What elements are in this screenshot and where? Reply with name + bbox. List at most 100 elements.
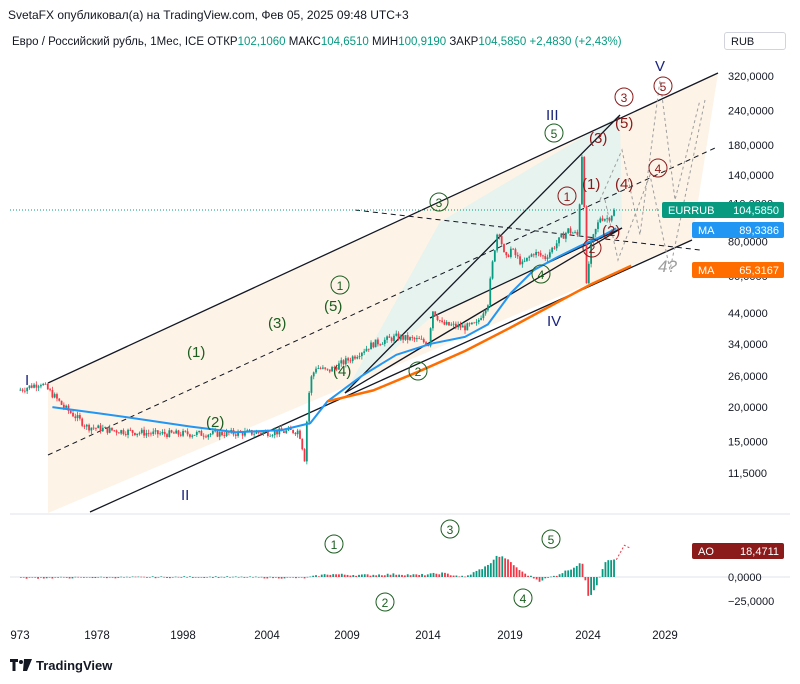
candle-body (253, 433, 256, 435)
ao-bar (48, 577, 51, 578)
ao-bar (358, 574, 360, 577)
ao-bar (360, 574, 363, 577)
wave-circle-red-5: 5 (653, 76, 673, 96)
ao-bar (163, 576, 166, 578)
ao-bar (274, 577, 277, 578)
candle-body (514, 249, 517, 256)
ao-bar (541, 577, 544, 581)
candle-body (95, 427, 97, 429)
ao-bar (323, 574, 326, 577)
candle-body (354, 356, 356, 359)
ao-bar (435, 573, 438, 577)
ao-bar (449, 575, 452, 577)
candle-body (113, 430, 116, 432)
candle-body (53, 394, 56, 398)
ao-bar (77, 576, 80, 578)
candle-body (587, 263, 590, 284)
ao-bar (458, 576, 461, 578)
ao-bar (88, 577, 91, 578)
candle-body (172, 432, 175, 434)
ao-bar (57, 577, 60, 578)
candle-body (535, 252, 537, 256)
time-tick-label: 1978 (84, 630, 110, 642)
instrument-name[interactable]: Евро / Российский рубль, 1Мес, ICE (12, 36, 205, 48)
ao-bar (19, 577, 22, 578)
candle-body (551, 247, 554, 253)
candle-body (92, 427, 95, 429)
candle-body (42, 383, 45, 386)
ao-bar (475, 570, 478, 577)
ao-bar (381, 575, 383, 577)
ao-bar (312, 575, 315, 577)
candle-body (182, 430, 184, 436)
candle-body (319, 368, 322, 369)
candle-body (599, 218, 602, 223)
ao-circle-4: 4 (513, 588, 533, 608)
candle-body (317, 368, 320, 369)
wave-label-red-p4: (4) (615, 176, 633, 193)
candle-body (505, 252, 508, 256)
candle-body (241, 432, 244, 436)
ao-bar (134, 576, 137, 578)
ao-bar (555, 575, 558, 577)
candle-body (452, 323, 455, 325)
candle-body (51, 390, 54, 398)
price-tick-label: 80,0000 (728, 237, 768, 249)
ao-circle-1: 1 (324, 534, 344, 554)
ao-bar (257, 577, 260, 578)
tradingview-brand: TradingView (36, 658, 113, 673)
candle-body (101, 427, 104, 432)
ao-bar (237, 577, 240, 578)
time-axis[interactable]: 973 1978 1998 2004 2009 2014 2019 2024 2029 (10, 630, 677, 642)
candle-body (255, 431, 258, 434)
ao-bar (209, 576, 211, 578)
candle-body (402, 335, 405, 340)
ao-bar (166, 577, 168, 579)
time-tick-label: 2024 (575, 630, 601, 642)
candle-body (480, 318, 482, 320)
svg-text:3: 3 (621, 91, 628, 105)
candle-body (299, 430, 301, 439)
candle-body (273, 430, 276, 436)
candle-body (342, 360, 345, 365)
ao-bar (575, 566, 578, 577)
candle-body (150, 433, 152, 435)
ao-bar (100, 576, 103, 578)
tradingview-footer[interactable]: TradingView (10, 658, 112, 673)
close-value: 104,5850 (478, 36, 527, 48)
candle-body (448, 322, 450, 326)
candle-body (200, 430, 203, 436)
ao-bar (601, 569, 604, 577)
ao-bar (177, 576, 180, 578)
candle-body (578, 204, 581, 235)
ao-bar (532, 577, 535, 579)
ao-bar (335, 574, 337, 577)
currency-button[interactable]: RUB (724, 32, 786, 50)
candle-body (542, 255, 544, 257)
candle-body (390, 337, 393, 341)
candle-body (383, 339, 386, 344)
ao-bar (598, 576, 601, 578)
candle-body (576, 231, 579, 235)
candle-body (276, 430, 278, 435)
ao-bar (320, 574, 323, 577)
ao-bar (521, 571, 524, 577)
publish-line: SvetaFX опубликовал(а) на TradingView.co… (8, 8, 409, 22)
candle-body (143, 429, 145, 436)
wave-label-V: V (655, 58, 665, 75)
ao-bar (446, 573, 449, 577)
candle-body (610, 215, 613, 221)
ao-bar (478, 569, 481, 577)
candle-body (207, 434, 210, 438)
candle-body (548, 252, 551, 258)
candle-body (377, 339, 379, 345)
candle-body (19, 389, 22, 391)
candle-body (83, 425, 86, 427)
candle-body (310, 376, 313, 393)
ao-bar (186, 577, 188, 578)
ao-bar (466, 575, 469, 577)
low-label: МИН (372, 36, 399, 48)
ao-bar (512, 565, 515, 577)
ao-bar (409, 575, 412, 577)
